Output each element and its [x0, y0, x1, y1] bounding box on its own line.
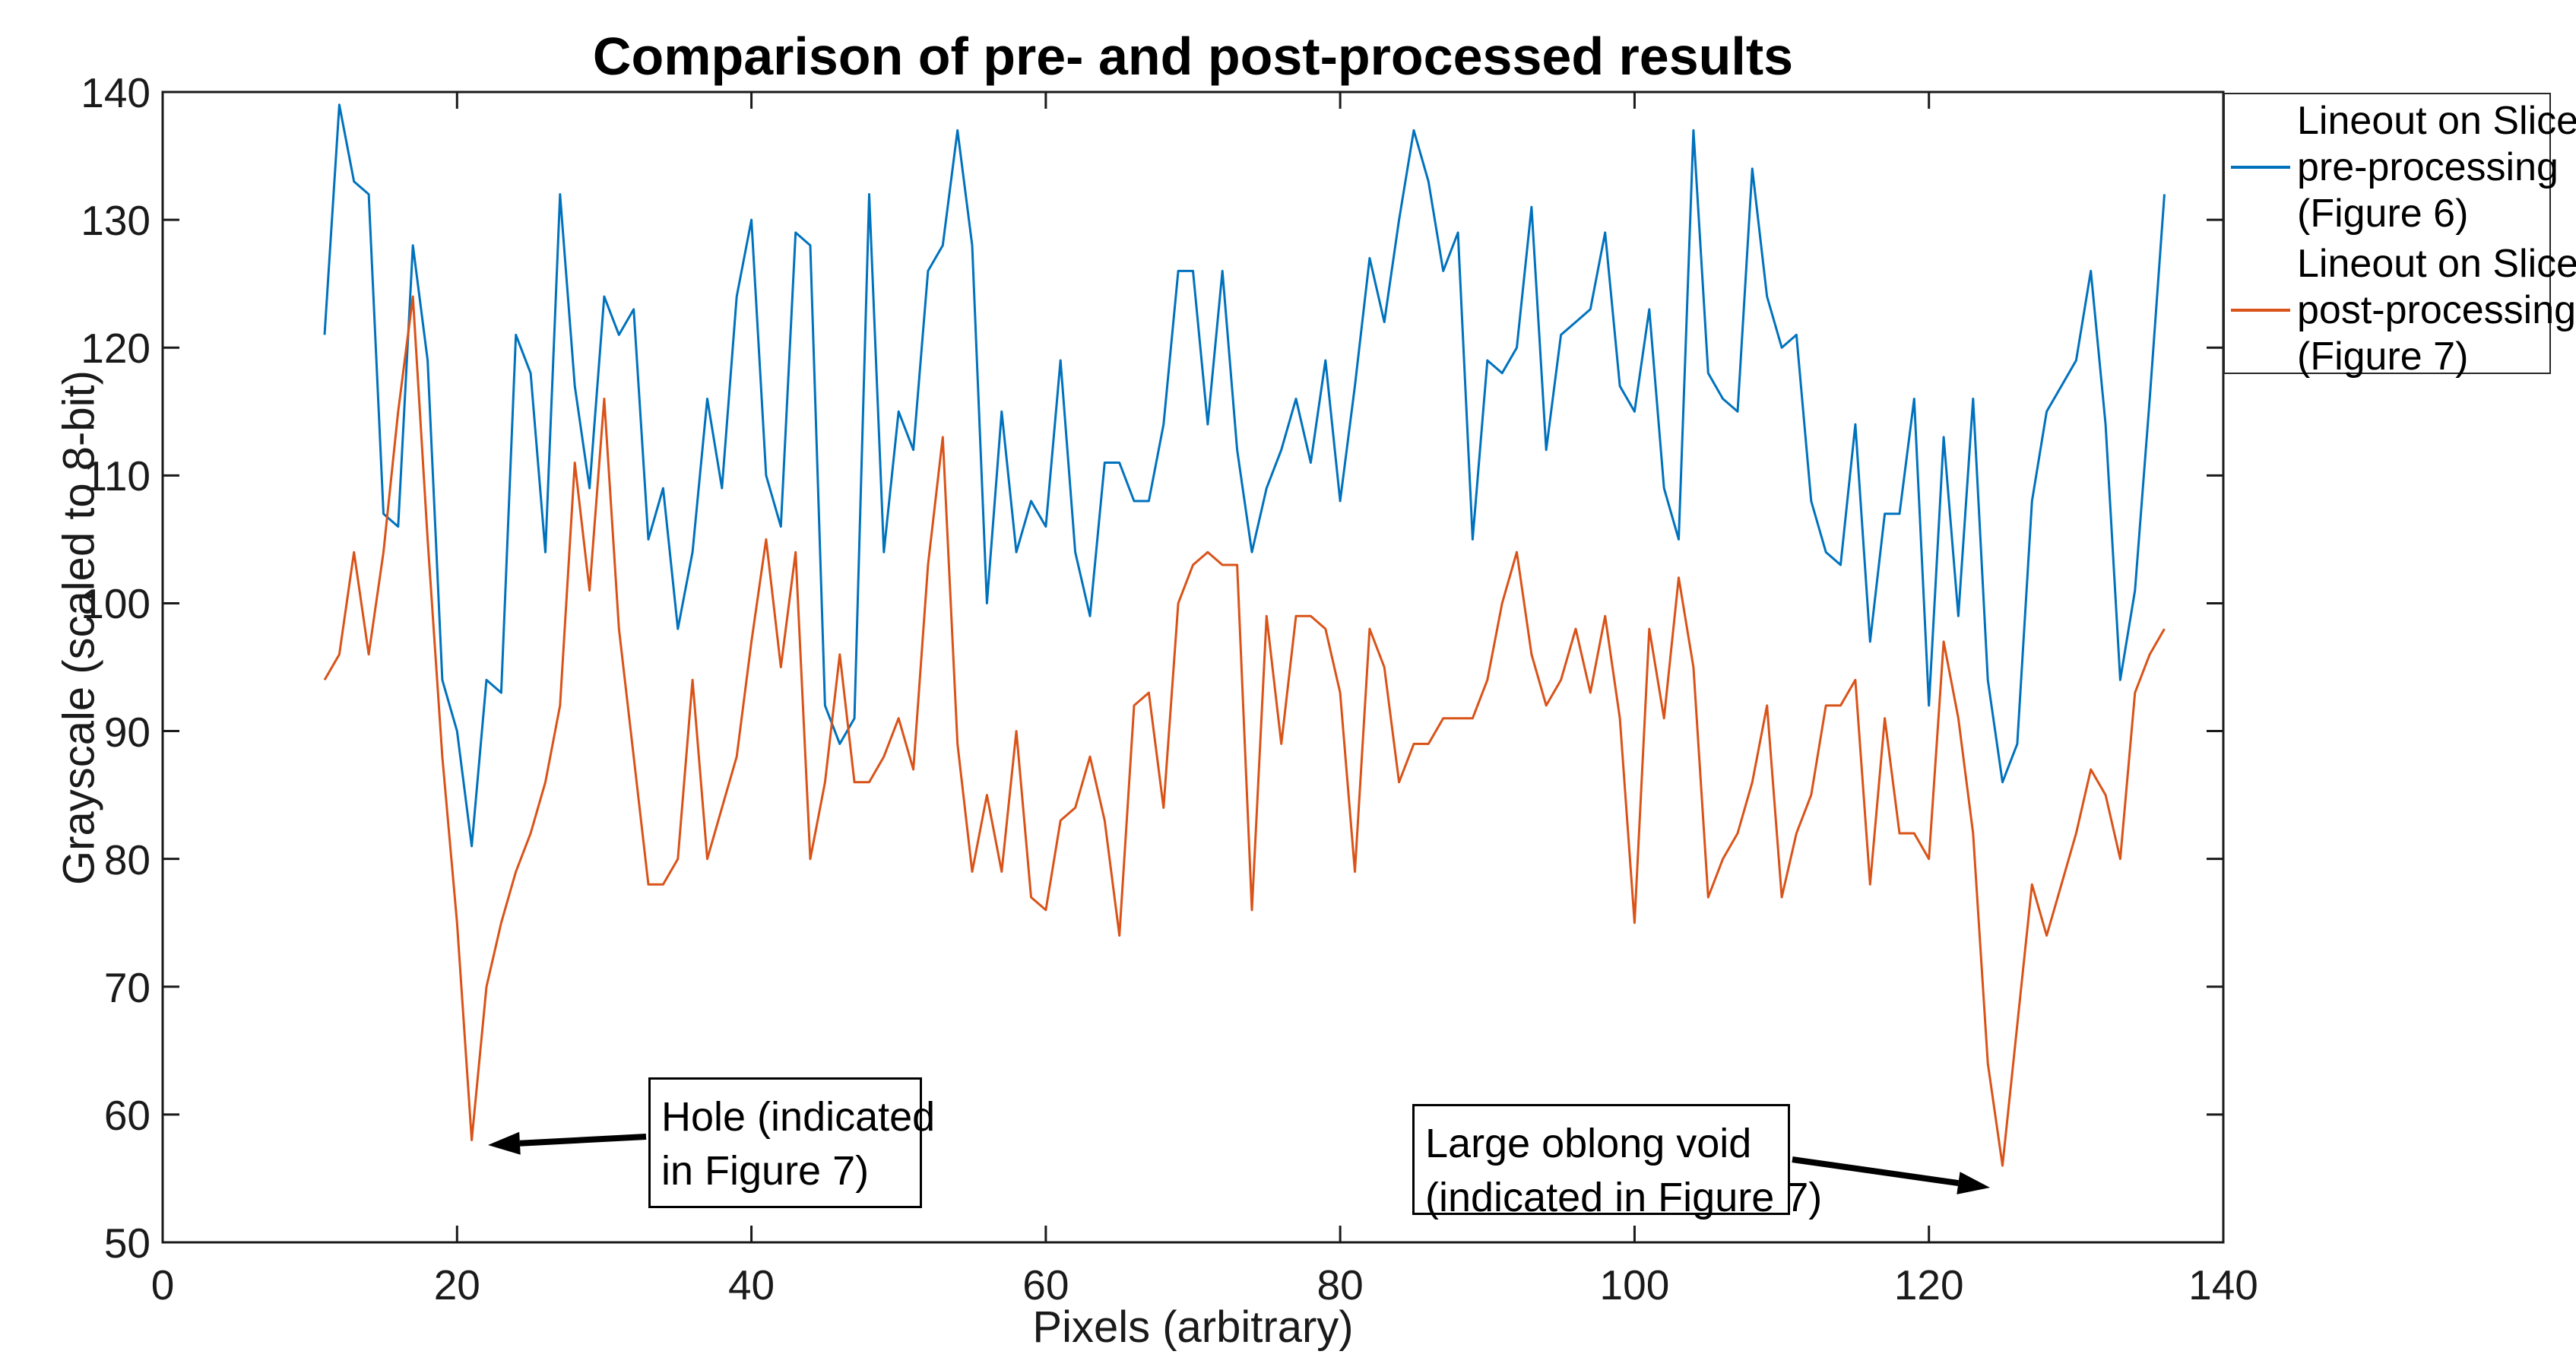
y-tick-label: 100 [81, 580, 151, 628]
annotation-text-line: in Figure 7) [661, 1148, 870, 1194]
y-tick-label: 50 [103, 1220, 151, 1267]
x-tick-label: 120 [1893, 1261, 1964, 1308]
legend-entry-post-processing: Lineout on Slice post-processing (Figure… [2225, 241, 2576, 380]
annotation-text-line: (indicated in Figure 7) [1425, 1175, 1823, 1220]
legend-entry-pre-processing: Lineout on Slice pre-processing (Figure … [2225, 98, 2576, 237]
legend-label-line: (Figure 7) [2297, 335, 2469, 379]
y-tick-label: 60 [103, 1091, 151, 1139]
annotation-arrow-line [1792, 1156, 1959, 1187]
annotation-text-line: Large oblong void [1425, 1121, 1752, 1166]
legend-label-line: Lineout on Slice [2297, 99, 2576, 143]
axes-box [161, 90, 2225, 1244]
y-tick-label: 120 [81, 325, 151, 373]
y-tick-label: 130 [81, 197, 151, 245]
legend-label-line: pre-processing [2297, 145, 2559, 189]
x-tick-label: 60 [1022, 1261, 1069, 1308]
legend-label-line: (Figure 6) [2297, 192, 2469, 236]
legend-label-line: post-processing [2297, 288, 2576, 332]
legend-label-line: Lineout on Slice [2297, 242, 2576, 286]
x-axis-label: Pixels (arbitrary) [1032, 1302, 1354, 1352]
annotation-arrow-line [519, 1134, 647, 1147]
y-tick-label: 80 [103, 836, 151, 883]
pre-processing-line-swatch [2231, 166, 2290, 169]
annotation-hole: Hole (indicated in Figure 7) [648, 1077, 936, 1208]
post-processing-line-swatch [2231, 309, 2290, 312]
chart-title: Comparison of pre- and post-processed re… [592, 27, 1794, 86]
x-tick-label: 20 [433, 1261, 480, 1308]
post-processing-line [323, 295, 2166, 1167]
x-tick-label: 140 [2188, 1261, 2258, 1308]
annotation-text-line: Hole (indicated [661, 1094, 936, 1140]
x-tick-label: 100 [1599, 1261, 1670, 1308]
x-tick-label: 0 [151, 1261, 175, 1308]
annotation-large-oblong-void: Large oblong void (indicated in Figure 7… [1412, 1104, 1822, 1220]
x-tick-label: 40 [727, 1261, 775, 1308]
annotation-arrowhead [488, 1131, 521, 1155]
x-tick-label: 80 [1317, 1261, 1364, 1308]
pre-processing-line [323, 103, 2166, 848]
annotation-arrowhead [1957, 1172, 1990, 1194]
y-tick-label: 110 [84, 452, 151, 500]
y-tick-label: 140 [81, 69, 151, 116]
legend: Lineout on Slice pre-processing (Figure … [2223, 93, 2576, 379]
y-tick-label: 90 [103, 708, 151, 756]
y-tick-label: 70 [103, 963, 151, 1011]
